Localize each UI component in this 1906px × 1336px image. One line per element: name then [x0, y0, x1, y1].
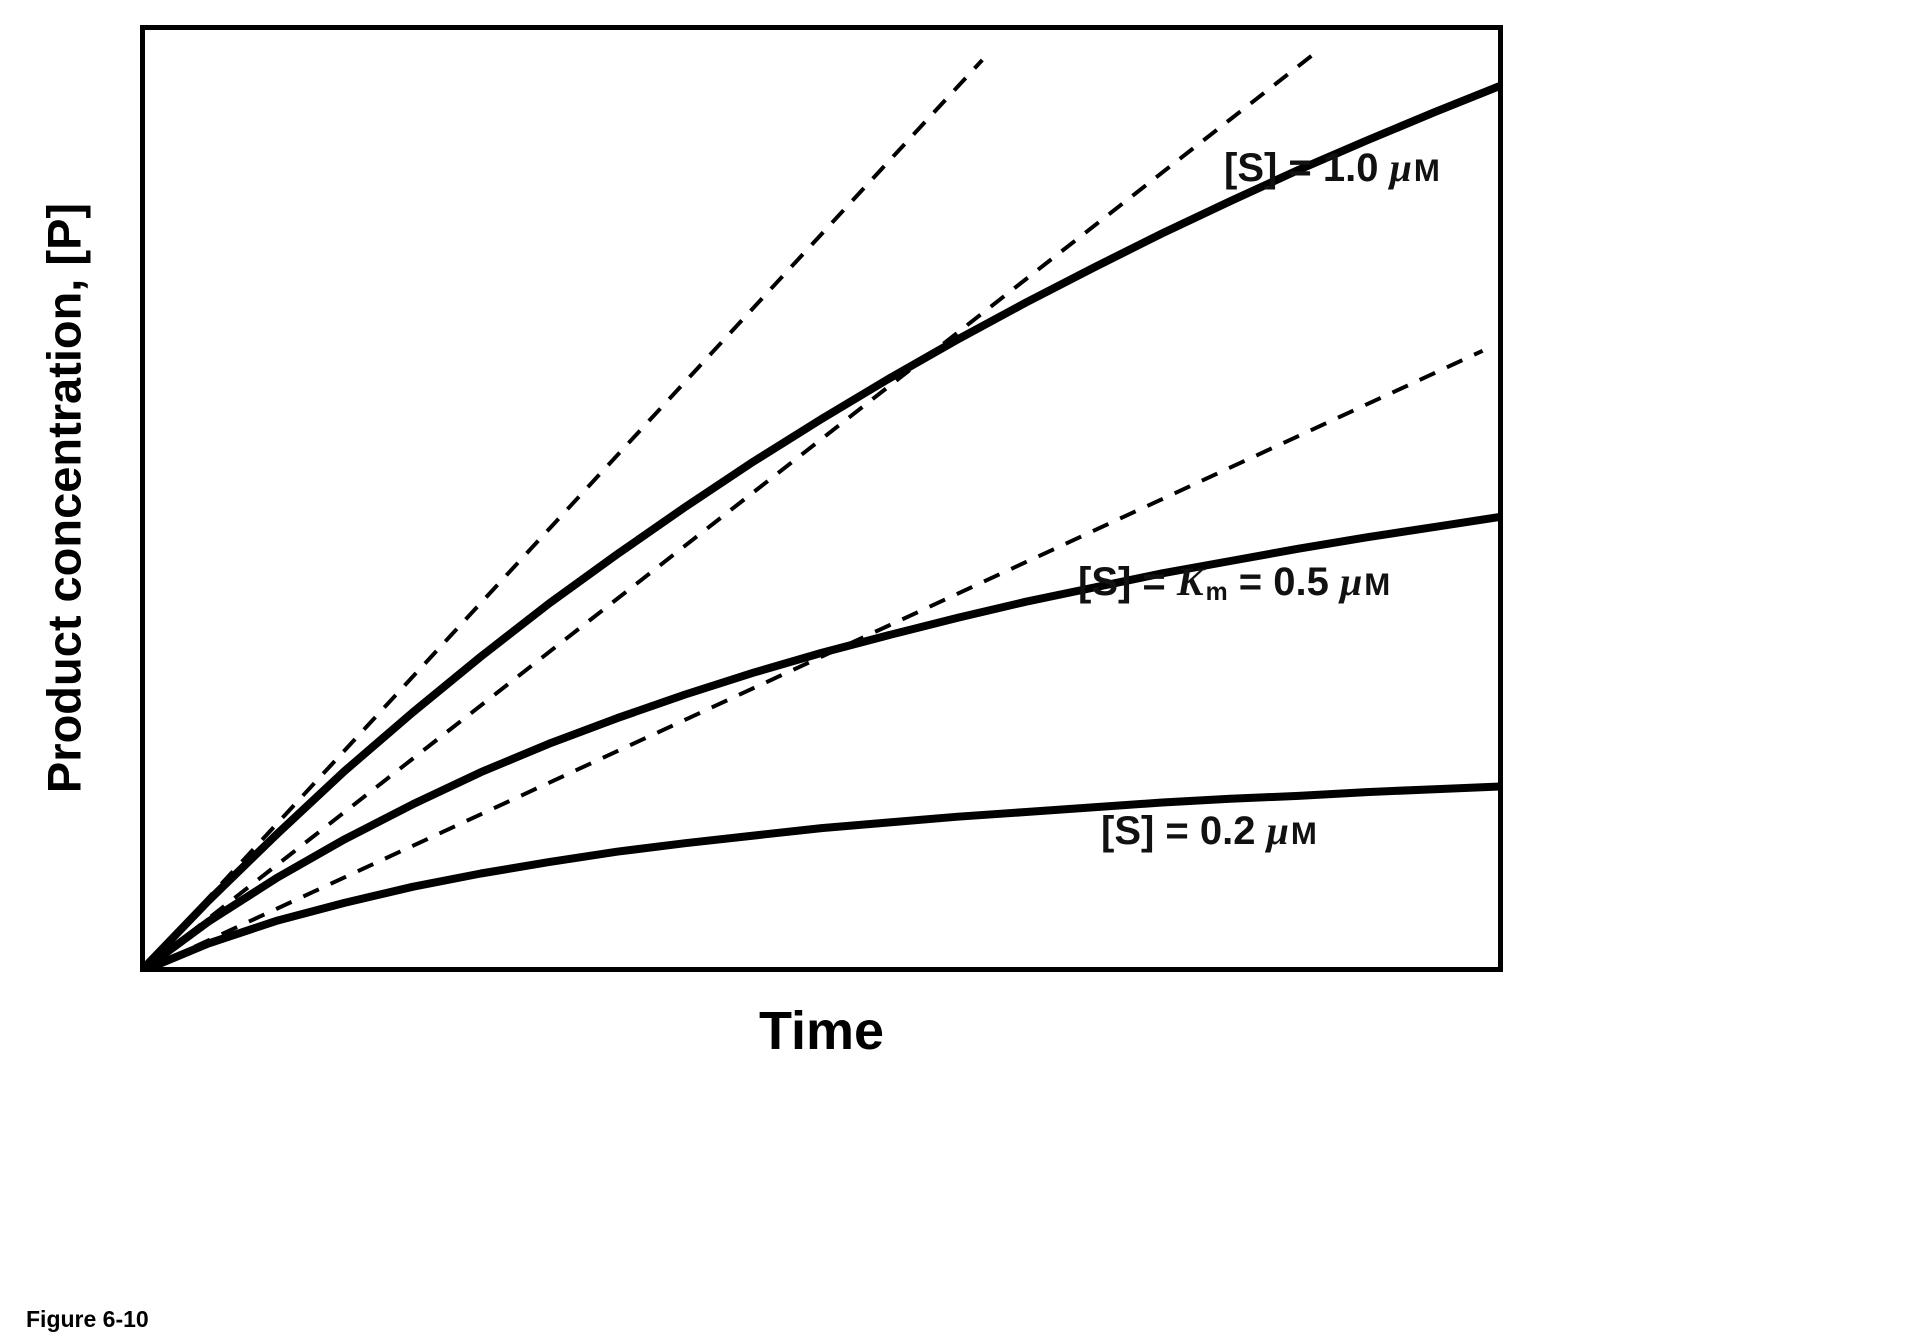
curve-label-segment: μ: [1339, 559, 1363, 604]
curve-label-segment: K: [1176, 559, 1204, 604]
curve-label-segment: = 0.5: [1227, 560, 1340, 604]
curve-label-segment: m: [1205, 579, 1228, 607]
curve-label-segment: [S] = 0.2: [1101, 809, 1267, 853]
progress-curve: [140, 782, 1503, 972]
progress-curve: [140, 512, 1503, 972]
plot-area: [S] = 1.0 μM [S] = Km = 0.5 μM [S] = 0.2 μ…: [140, 25, 1503, 972]
tangent-line: [140, 58, 984, 972]
curve-label-segment: μ: [1389, 145, 1412, 190]
tangent-line: [140, 348, 1484, 972]
curve-label-segment: M: [1413, 153, 1440, 188]
curve-label-segment: [S] =: [1078, 560, 1177, 604]
curve-label: [S] = 1.0 μM: [1224, 145, 1440, 191]
figure-caption: Figure 6-10: [26, 1306, 149, 1332]
curve-label-segment: [S] = 1.0: [1224, 146, 1390, 190]
progress-curve: [140, 80, 1503, 972]
curve-label: [S] = Km = 0.5 μM: [1078, 559, 1391, 607]
curve-label-segment: μ: [1266, 808, 1289, 853]
y-axis-label: Product concentration, [P]: [37, 202, 91, 794]
curve-label-segment: M: [1364, 567, 1391, 602]
x-axis-label: Time: [758, 1001, 885, 1061]
tangent-line: [140, 53, 1314, 972]
curve-label-segment: M: [1290, 816, 1317, 851]
chart-canvas: [140, 25, 1503, 972]
axes-frame: [140, 25, 1503, 972]
curve-label: [S] = 0.2 μM: [1101, 808, 1317, 854]
